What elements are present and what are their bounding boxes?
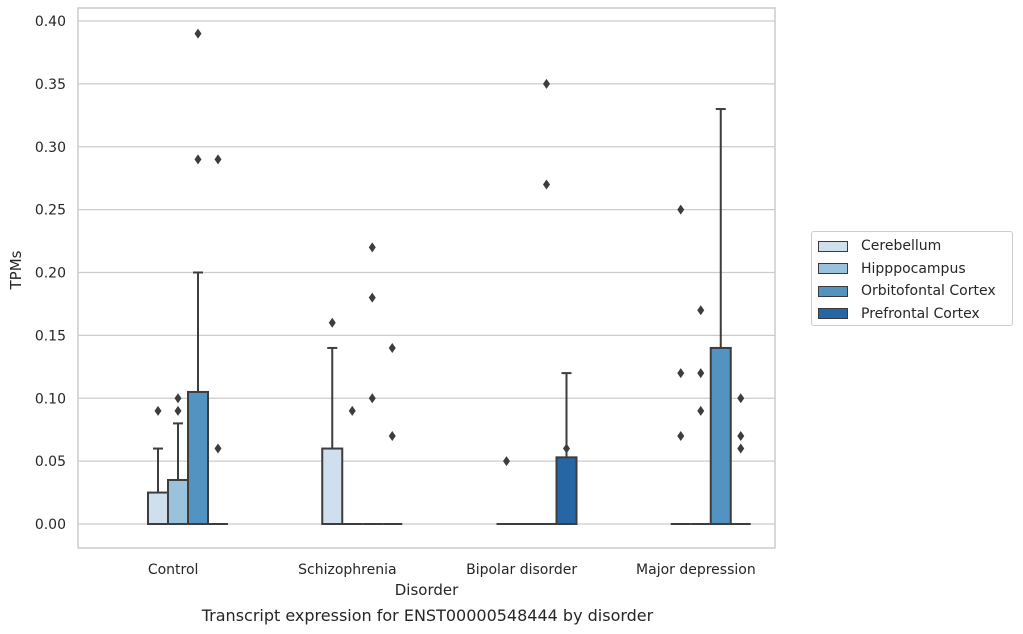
legend-item: Orbitofontal Cortex	[818, 280, 1012, 303]
outlier-point	[677, 430, 685, 441]
legend-swatch	[818, 285, 848, 297]
legend-label: Cerebellum	[861, 238, 942, 255]
outlier-point	[174, 405, 182, 416]
y-tick-label: 0.00	[35, 517, 66, 533]
plot-frame	[77, 7, 776, 549]
y-tick-label: 0.25	[35, 203, 66, 219]
legend-swatch	[818, 263, 848, 275]
outlier-point	[697, 405, 705, 416]
y-tick-label: 0.05	[35, 454, 66, 470]
outlier-point	[194, 28, 202, 39]
legend-item: Hipppocampus	[818, 258, 1012, 281]
legend-item: Cerebellum	[818, 235, 1012, 258]
outlier-point	[388, 342, 396, 353]
outlier-point	[368, 393, 376, 404]
x-tick-label: Control	[148, 562, 199, 578]
x-tick-label: Major depression	[636, 562, 756, 578]
outlier-point	[737, 443, 745, 454]
outlier-point	[388, 430, 396, 441]
outlier-point	[697, 305, 705, 316]
outlier-point	[677, 204, 685, 215]
box-orbitofontal-cortex	[709, 346, 732, 526]
outlier-point	[543, 78, 550, 89]
legend-label: Orbitofontal Cortex	[861, 283, 996, 300]
outlier-point	[737, 393, 745, 404]
outlier-point	[348, 405, 356, 416]
y-tick-label: 0.30	[35, 140, 66, 156]
outlier-point	[194, 154, 202, 165]
outlier-point	[154, 405, 162, 416]
y-tick-label: 0.15	[35, 328, 66, 344]
outlier-point	[677, 368, 685, 379]
legend-label: Prefrontal Cortex	[861, 305, 980, 322]
legend-swatch	[818, 308, 848, 320]
x-tick-label: Bipolar disorder	[466, 562, 577, 578]
chart-caption: Transcript expression for ENST0000054844…	[201, 606, 654, 625]
outlier-point	[737, 430, 745, 441]
box-cerebellum	[147, 491, 169, 525]
outlier-point	[328, 317, 336, 328]
y-axis-label: TPMs	[7, 250, 25, 290]
box-cerebellum	[321, 447, 344, 525]
outlier-point	[214, 154, 222, 165]
legend-swatch	[818, 240, 848, 252]
box-prefrontal-cortex	[555, 456, 578, 526]
outlier-point	[174, 393, 182, 404]
y-tick-label: 0.35	[35, 77, 66, 93]
outlier-point	[697, 368, 705, 379]
outlier-point	[563, 443, 570, 454]
legend-label: Hipppocampus	[861, 260, 966, 277]
y-tick-label: 0.10	[35, 391, 66, 407]
outlier-point	[503, 456, 510, 467]
outlier-point	[543, 179, 550, 190]
y-tick-label: 0.20	[35, 266, 66, 282]
legend: Cerebellum Hipppocampus Orbitofontal Corte…	[811, 231, 1013, 326]
outlier-point	[368, 292, 376, 303]
legend-item: Prefrontal Cortex	[818, 303, 1012, 326]
outlier-point	[368, 242, 376, 253]
box-hipppocampus	[167, 478, 189, 525]
x-tick-label: Schizophrenia	[298, 562, 396, 578]
y-tick-label: 0.40	[35, 14, 66, 30]
box-orbitofontal-cortex	[187, 390, 209, 525]
outlier-point	[214, 443, 222, 454]
x-axis-label: Disorder	[395, 581, 459, 599]
